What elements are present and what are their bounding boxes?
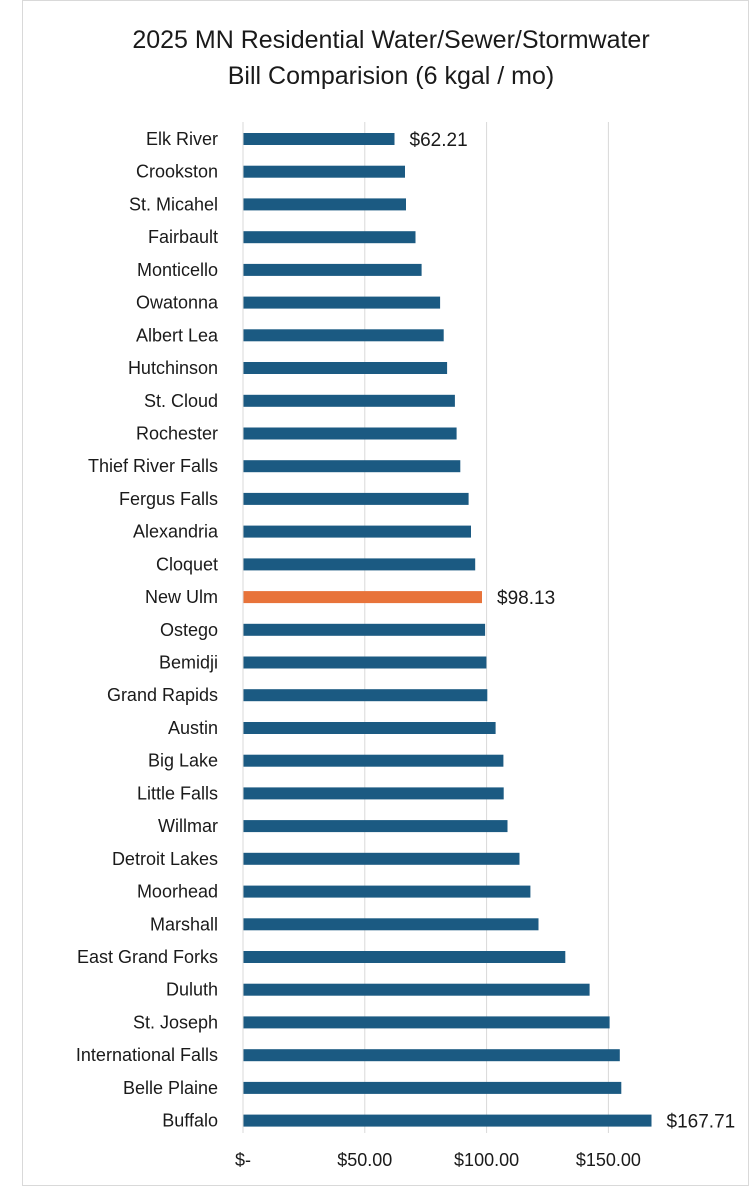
category-label: Moorhead [137, 882, 218, 902]
category-label: Fairbault [148, 227, 218, 247]
category-label: Albert Lea [136, 325, 219, 345]
x-tick-label: $- [235, 1150, 251, 1170]
bar-9 [243, 394, 455, 407]
x-tick-label: $100.00 [454, 1150, 519, 1170]
bar-22 [243, 820, 508, 833]
category-label: Bemidji [159, 653, 218, 673]
category-label: Buffalo [162, 1111, 218, 1131]
bar-5 [243, 263, 422, 276]
category-label: Little Falls [137, 783, 218, 803]
category-label: Thief River Falls [88, 456, 218, 476]
chart-title: 2025 MN Residential Water/Sewer/Stormwat… [132, 26, 650, 54]
bar-11 [243, 460, 461, 473]
bar-25 [243, 918, 539, 931]
bar-4 [243, 231, 416, 244]
category-label: Crookston [136, 162, 218, 182]
bar-23 [243, 852, 520, 865]
category-label: Duluth [166, 980, 218, 1000]
bar-10 [243, 427, 457, 440]
category-label: Owatonna [136, 293, 219, 313]
bar-30 [243, 1081, 622, 1094]
category-label: Fergus Falls [119, 489, 218, 509]
chart-subtitle: Bill Comparision (6 kgal / mo) [227, 62, 555, 90]
data-label: $98.13 [497, 588, 555, 609]
category-label: St. Cloud [144, 391, 218, 411]
bar-21 [243, 787, 504, 800]
bar-24 [243, 885, 531, 898]
category-label: Hutchinson [128, 358, 218, 378]
bar-8 [243, 362, 448, 374]
category-label: Grand Rapids [107, 685, 218, 705]
bar-7 [243, 329, 444, 342]
bar-2 [243, 165, 405, 178]
category-label: Alexandria [133, 522, 219, 542]
bar-3 [243, 198, 406, 211]
x-tick-label: $150.00 [576, 1150, 641, 1170]
bar-29 [243, 1049, 620, 1062]
category-label: Detroit Lakes [112, 849, 218, 869]
category-label: Rochester [136, 424, 218, 444]
bar-14 [243, 558, 476, 571]
bar-13 [243, 525, 471, 538]
category-label: Big Lake [148, 751, 218, 771]
x-tick-label: $50.00 [337, 1150, 392, 1170]
bar-12 [243, 492, 469, 505]
category-label: Willmar [158, 816, 218, 836]
bar-16 [243, 623, 486, 636]
category-label: Cloquet [156, 554, 218, 574]
category-label: East Grand Forks [77, 947, 218, 967]
bar-6 [243, 296, 441, 309]
bar-17 [243, 656, 487, 669]
category-label: St. Micahel [129, 194, 218, 214]
category-label: Elk River [146, 129, 218, 149]
bar-26 [243, 951, 566, 963]
category-label: Belle Plaine [123, 1078, 218, 1098]
category-label: Ostego [160, 620, 218, 640]
category-label: St. Joseph [133, 1012, 218, 1032]
category-label: Austin [168, 718, 218, 738]
bar-28 [243, 1016, 610, 1029]
bar-20 [243, 754, 504, 767]
bar-19 [243, 722, 496, 734]
bar-15 [243, 591, 482, 604]
data-label: $62.21 [410, 130, 468, 151]
bar-27 [243, 983, 590, 996]
bar-31 [243, 1114, 652, 1127]
bar-18 [243, 689, 488, 702]
category-label: Marshall [150, 914, 218, 934]
category-label: International Falls [76, 1045, 218, 1065]
category-label: Monticello [137, 260, 218, 280]
bar-1 [243, 133, 395, 145]
category-label: New Ulm [145, 587, 218, 607]
data-label: $167.71 [667, 1112, 736, 1133]
